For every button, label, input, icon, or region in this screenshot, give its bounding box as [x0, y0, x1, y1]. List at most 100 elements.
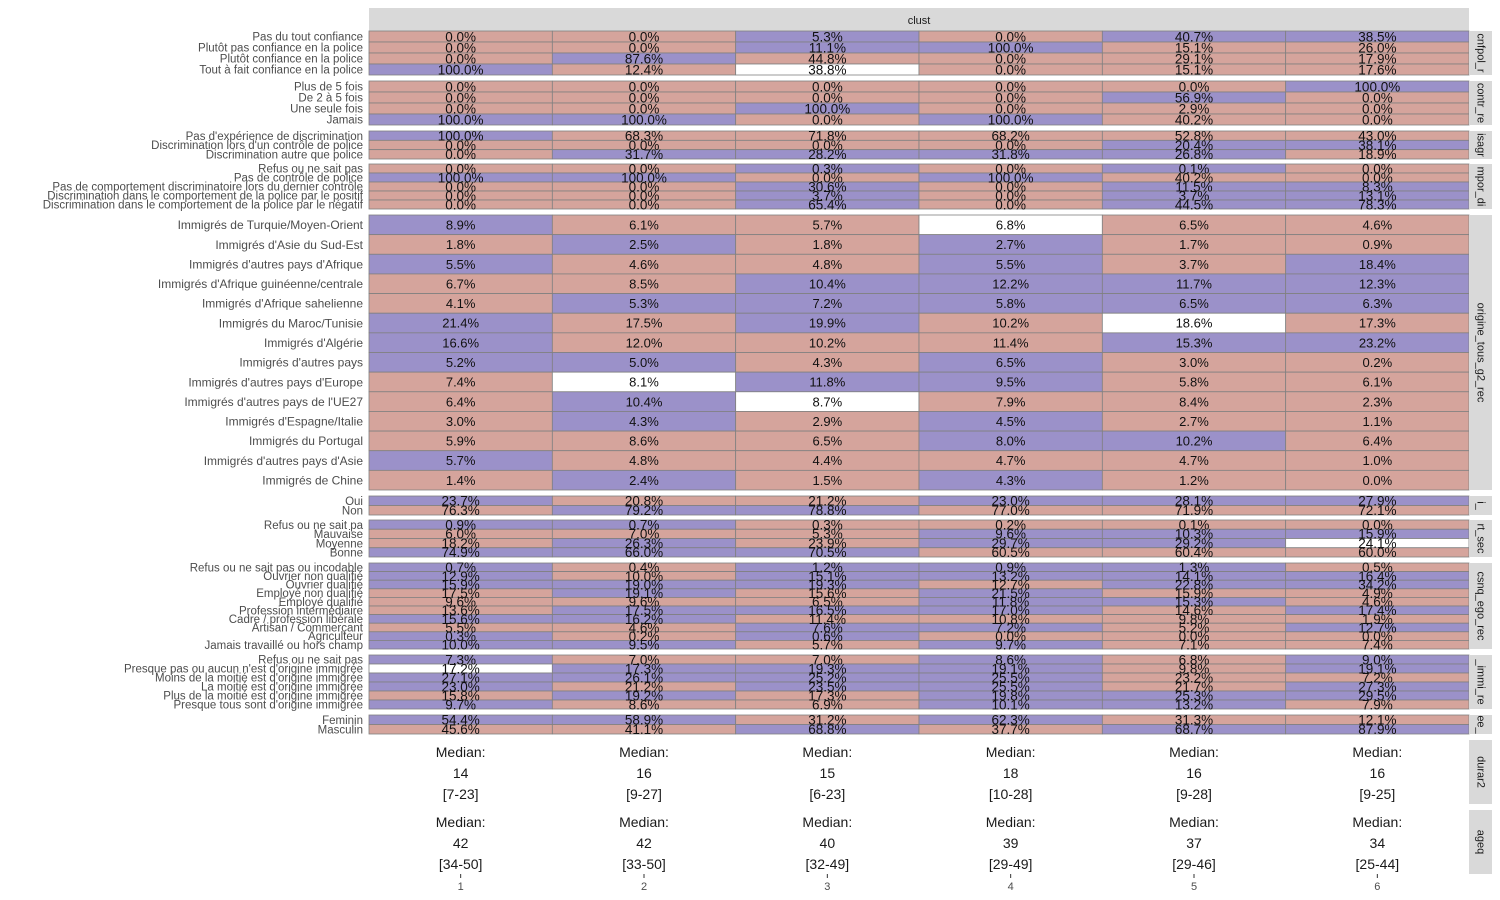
cell-value: 15.8%: [442, 688, 480, 703]
median-panels: Median: 14 [7-23] Median: 16 [9-27] Median: 15 […: [369, 740, 1492, 874]
cell-value: 12.7%: [992, 577, 1030, 592]
cell-value: 10.1%: [992, 697, 1030, 712]
row-label: Immigrés d'Afrique sahelienne: [202, 297, 363, 311]
row-label: Jamais: [327, 115, 364, 127]
cell-value: 6.1%: [1363, 375, 1393, 390]
cell-value: 6.5%: [1179, 296, 1209, 311]
cell-value: 0.0%: [629, 179, 660, 194]
cell-value: 70.5%: [808, 545, 846, 560]
cell-value: 17.3%: [1359, 316, 1396, 331]
cell-value: 26.0%: [1358, 40, 1396, 55]
row-strip: [1469, 740, 1492, 804]
cell-value: 74.9%: [442, 545, 480, 560]
median-range: [7-23]: [443, 786, 479, 802]
row-label: Refus ou ne sait pas: [258, 164, 363, 176]
cell-value: 17.2%: [442, 661, 480, 676]
cell-value: 9.8%: [1179, 612, 1210, 627]
cell-value: 8.6%: [629, 697, 660, 712]
cell-value: 8.6%: [995, 652, 1026, 667]
cell-value: 0.0%: [629, 29, 660, 44]
row-label: Feminin: [322, 715, 363, 727]
cell-value: 0.0%: [995, 62, 1026, 77]
cell-value: 14.6%: [1175, 603, 1213, 618]
row-label: Jamais travaillé ou hors champ: [204, 640, 363, 652]
cell-value: 7.6%: [812, 620, 843, 635]
cell-value: 34.2%: [1358, 577, 1396, 592]
row-label: Agriculteur: [308, 631, 363, 643]
row-label: Ouvrier non qualifié: [263, 571, 363, 583]
panel-isagr: Pas d'expérience de discriminationDiscri…: [151, 129, 1492, 162]
row-strip: [1469, 715, 1492, 734]
cell-value: 12.7%: [1358, 620, 1396, 635]
cell-value: 5.2%: [446, 355, 476, 370]
cell-value: 0.2%: [629, 629, 660, 644]
cell-value: 8.1%: [629, 375, 659, 390]
cell-value: 18.4%: [1359, 257, 1396, 272]
cell-value: 17.6%: [1358, 62, 1396, 77]
cell-value: 0.0%: [629, 197, 660, 212]
cell-value: 23.2%: [1175, 670, 1213, 685]
cell-value: 0.0%: [445, 161, 476, 176]
row-label: Immigrés d'Algérie: [264, 336, 363, 350]
median-value: 14: [453, 765, 469, 781]
cell-value: 6.1%: [629, 218, 659, 233]
cell-value: 58.9%: [625, 713, 663, 728]
cell-value: 0.2%: [1363, 355, 1393, 370]
cell-value: 5.8%: [996, 296, 1026, 311]
cell-value: 17.4%: [1358, 603, 1396, 618]
cell-value: 0.0%: [812, 90, 843, 105]
cell-value: 15.1%: [1175, 62, 1213, 77]
cell-value: 3.7%: [1179, 188, 1210, 203]
cell-value: 13.2%: [1175, 697, 1213, 712]
row-strip-label: csnq_ego_rec: [1475, 571, 1487, 641]
cell-value: 6.9%: [812, 697, 843, 712]
median-value: 42: [453, 835, 469, 851]
cell-value: 0.0%: [1362, 629, 1393, 644]
cell-value: 0.0%: [629, 101, 660, 116]
cell-value: 3.7%: [812, 188, 843, 203]
cell-value: 65.4%: [808, 197, 846, 212]
cell-value: 0.0%: [995, 79, 1026, 94]
row-strip-label: isagr: [1475, 133, 1487, 157]
row-label: La moitié est d'origine immigrée: [201, 682, 363, 694]
cell-value: 11.7%: [1176, 276, 1212, 291]
row-label: Refus ou ne sait pa: [264, 520, 364, 532]
cell-value: 21.7%: [1175, 679, 1213, 694]
row-label: Ouvrier qualifié: [286, 580, 363, 592]
cell-value: 1.7%: [1179, 237, 1209, 252]
cell-value: 23.9%: [808, 536, 846, 551]
cell-value: 9.6%: [629, 595, 660, 610]
row-label: Discrimination dans le comportement de l…: [43, 200, 364, 212]
cell-value: 21.5%: [992, 586, 1030, 601]
row-strip: [1469, 563, 1492, 649]
cell-value: 31.2%: [808, 713, 846, 728]
cell-value: 5.3%: [812, 527, 843, 542]
cell-value: 21.2%: [808, 494, 846, 509]
cell-value: 31.7%: [625, 147, 663, 162]
cell-value: 0.0%: [1362, 161, 1393, 176]
row-label: Masculin: [318, 724, 363, 736]
row-label: Immigrés de Chine: [262, 473, 363, 487]
cell-value: 1.8%: [446, 237, 476, 252]
cell-value: 9.7%: [995, 638, 1026, 653]
cell-value: 7.9%: [996, 394, 1026, 409]
cell-value: 100.0%: [988, 40, 1034, 55]
row-label: Immigrés d'Asie du Sud-Est: [215, 238, 363, 252]
row-strip: [1469, 131, 1492, 159]
row-label: Discrimination lors d'un contrôle de pol…: [151, 140, 363, 152]
cell-value: 6.0%: [445, 527, 476, 542]
cell-value: 100.0%: [438, 129, 484, 144]
row-strip-label: _immi_re: [1475, 658, 1487, 704]
x-tick-label: 4: [1008, 881, 1014, 893]
cell-value: 0.0%: [445, 147, 476, 162]
row-label: Immigrés d'Espagne/Italie: [225, 415, 363, 429]
row-label: Immigrés d'autres pays d'Europe: [188, 375, 363, 389]
median-label: Median:: [986, 744, 1036, 760]
cell-value: 4.9%: [1362, 586, 1393, 601]
row-strip: [1469, 496, 1492, 515]
cell-value: 15.3%: [1175, 595, 1213, 610]
median-label: Median:: [802, 814, 852, 830]
cell-value: 19.9%: [809, 316, 846, 331]
cell-value: 0.0%: [629, 138, 660, 153]
